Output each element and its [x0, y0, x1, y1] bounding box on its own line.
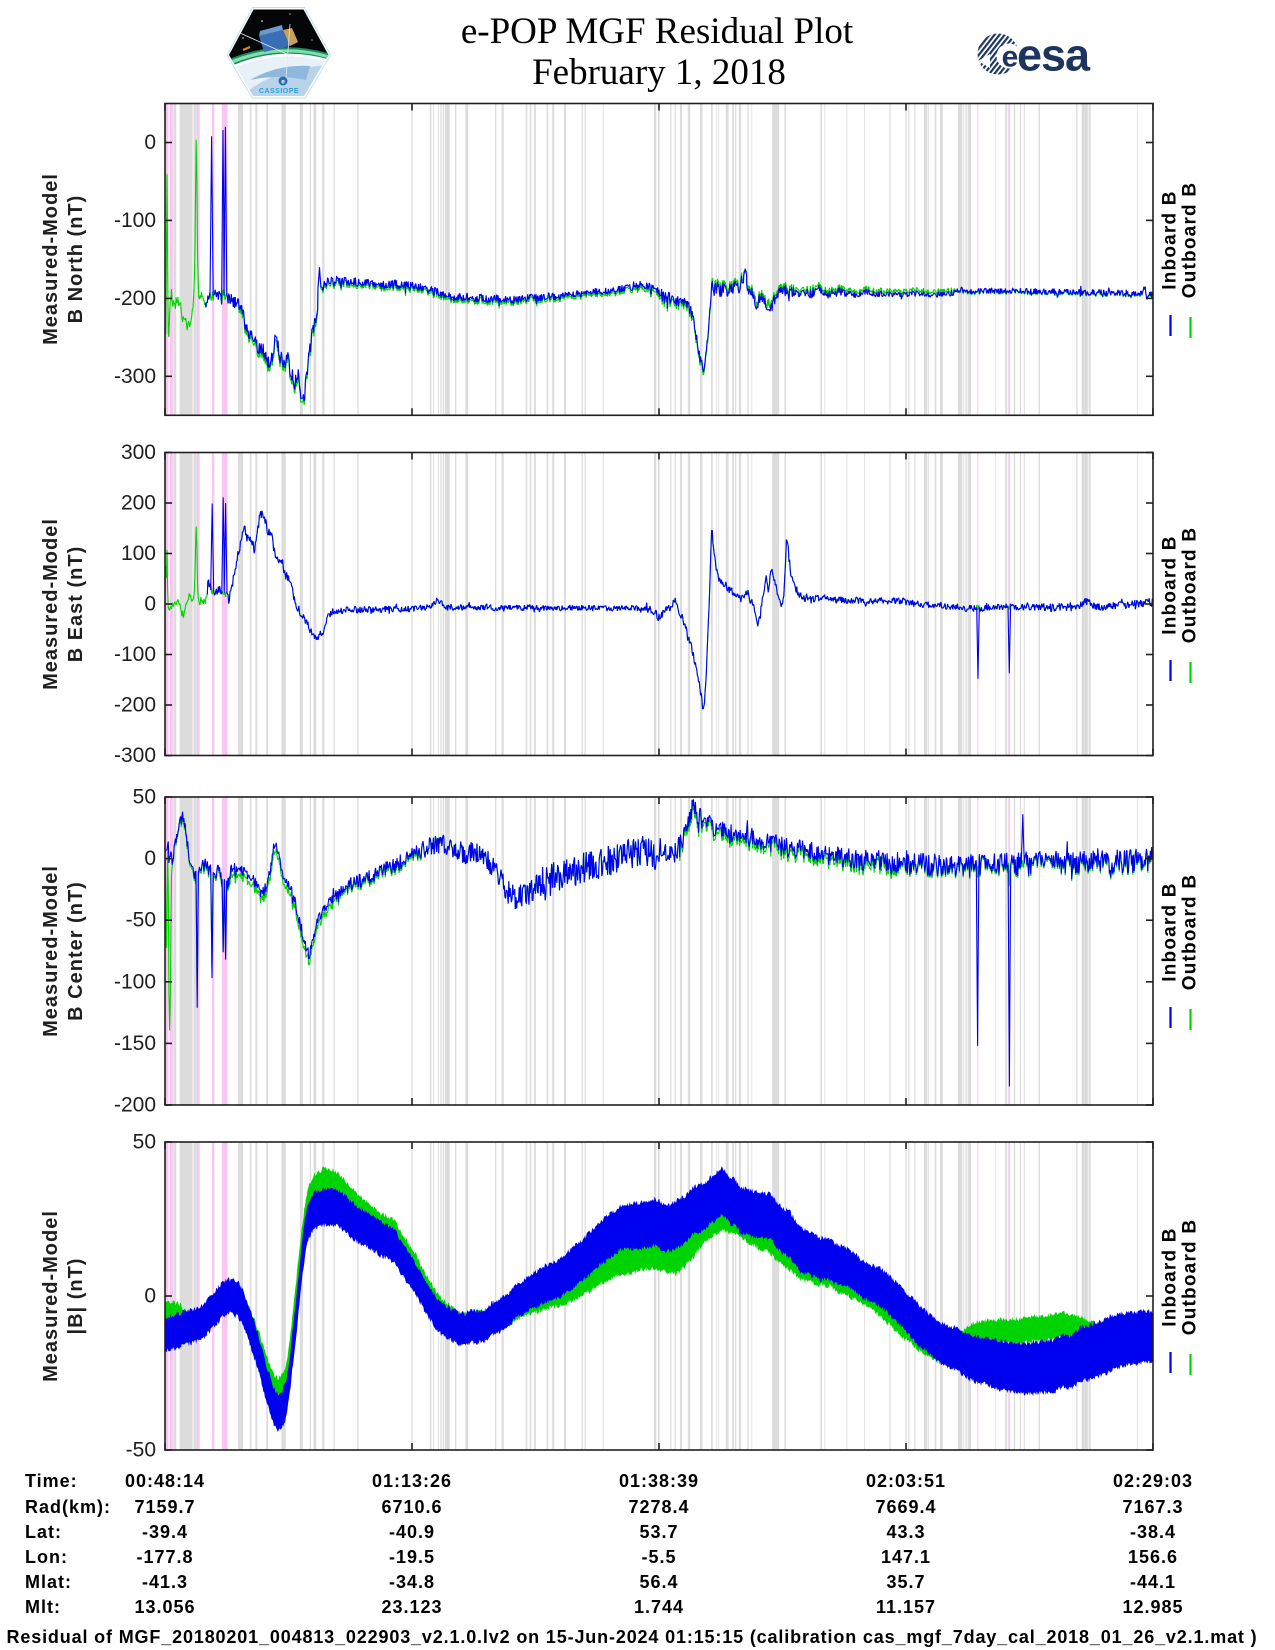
svg-text:-150: -150 — [114, 1032, 156, 1055]
svg-text:-40.9: -40.9 — [389, 1522, 435, 1542]
svg-text:-38.4: -38.4 — [1130, 1522, 1176, 1542]
svg-text:-200: -200 — [114, 694, 156, 717]
svg-text:-19.5: -19.5 — [389, 1547, 435, 1567]
svg-text:0: 0 — [144, 131, 156, 154]
svg-text:CASSIOPE: CASSIOPE — [259, 88, 299, 95]
svg-text:Outboard B: Outboard B — [1180, 182, 1201, 299]
svg-text:100: 100 — [121, 542, 156, 565]
svg-text:Inboard B: Inboard B — [1160, 190, 1181, 289]
svg-text:50: 50 — [133, 1131, 156, 1154]
svg-text:Residual of MGF_20180201_00481: Residual of MGF_20180201_004813_022903_v… — [7, 1627, 1258, 1647]
svg-text:-41.3: -41.3 — [142, 1572, 188, 1592]
svg-text:50: 50 — [133, 786, 156, 809]
svg-text:-200: -200 — [114, 1094, 156, 1117]
svg-text:-5.5: -5.5 — [641, 1547, 676, 1567]
svg-text:56.4: 56.4 — [639, 1572, 678, 1592]
svg-text:Mlt:: Mlt: — [25, 1597, 61, 1617]
svg-text:Lon:: Lon: — [25, 1547, 68, 1567]
svg-text:e: e — [281, 79, 285, 86]
svg-text:|B| (nT): |B| (nT) — [65, 1258, 87, 1335]
svg-text:02:03:51: 02:03:51 — [866, 1471, 946, 1491]
svg-text:Inboard B: Inboard B — [1160, 1227, 1181, 1326]
svg-text:B Center (nT): B Center (nT) — [65, 881, 87, 1021]
svg-text:13.056: 13.056 — [134, 1597, 195, 1617]
svg-text:-50: -50 — [126, 909, 156, 932]
svg-text:-50: -50 — [126, 1439, 156, 1462]
svg-text:02:29:03: 02:29:03 — [1113, 1471, 1193, 1491]
svg-text:Mlat:: Mlat: — [25, 1572, 72, 1592]
svg-text:-177.8: -177.8 — [136, 1547, 193, 1567]
svg-text:43.3: 43.3 — [886, 1522, 925, 1542]
svg-text:0: 0 — [144, 1285, 156, 1308]
svg-text:7159.7: 7159.7 — [134, 1497, 195, 1517]
svg-text:e: e — [1002, 41, 1019, 74]
svg-text:Rad(km):: Rad(km): — [25, 1497, 111, 1517]
svg-text:01:38:39: 01:38:39 — [619, 1471, 699, 1491]
svg-text:Measured-Model: Measured-Model — [40, 1210, 62, 1382]
svg-text:0: 0 — [144, 847, 156, 870]
svg-text:300: 300 — [121, 441, 156, 464]
svg-text:00:48:14: 00:48:14 — [125, 1471, 205, 1491]
svg-text:156.6: 156.6 — [1128, 1547, 1178, 1567]
svg-text:-34.8: -34.8 — [389, 1572, 435, 1592]
svg-text:-300: -300 — [114, 365, 156, 388]
svg-text:147.1: 147.1 — [881, 1547, 931, 1567]
svg-text:Lat:: Lat: — [25, 1522, 62, 1542]
svg-text:B East (nT): B East (nT) — [65, 546, 87, 663]
svg-text:Time:: Time: — [25, 1471, 78, 1491]
svg-text:Outboard B: Outboard B — [1180, 1219, 1201, 1336]
svg-text:12.985: 12.985 — [1122, 1597, 1183, 1617]
svg-text:-39.4: -39.4 — [142, 1522, 188, 1542]
svg-text:7167.3: 7167.3 — [1122, 1497, 1183, 1517]
svg-text:200: 200 — [121, 492, 156, 515]
svg-text:February 1, 2018: February 1, 2018 — [532, 52, 786, 93]
svg-text:esa: esa — [1017, 30, 1091, 81]
svg-text:Measured-Model: Measured-Model — [40, 865, 62, 1037]
svg-text:6710.6: 6710.6 — [381, 1497, 442, 1517]
svg-text:35.7: 35.7 — [886, 1572, 925, 1592]
svg-text:-44.1: -44.1 — [1130, 1572, 1176, 1592]
svg-text:B North (nT): B North (nT) — [65, 195, 87, 324]
svg-text:-100: -100 — [114, 643, 156, 666]
svg-text:Measured-Model: Measured-Model — [40, 518, 62, 690]
svg-text:7278.4: 7278.4 — [628, 1497, 689, 1517]
svg-text:01:13:26: 01:13:26 — [372, 1471, 452, 1491]
svg-text:Inboard B: Inboard B — [1160, 535, 1181, 634]
svg-text:23.123: 23.123 — [381, 1597, 442, 1617]
svg-text:1.744: 1.744 — [634, 1597, 684, 1617]
svg-text:7669.4: 7669.4 — [875, 1497, 936, 1517]
svg-text:53.7: 53.7 — [639, 1522, 678, 1542]
svg-text:Measured-Model: Measured-Model — [40, 173, 62, 345]
svg-text:-100: -100 — [114, 970, 156, 993]
svg-text:e-POP MGF Residual Plot: e-POP MGF Residual Plot — [461, 11, 854, 52]
svg-text:-300: -300 — [114, 744, 156, 767]
svg-text:11.157: 11.157 — [876, 1597, 936, 1617]
svg-text:-100: -100 — [114, 209, 156, 232]
svg-text:Inboard B: Inboard B — [1160, 882, 1181, 981]
svg-text:Outboard B: Outboard B — [1180, 527, 1201, 644]
svg-text:Outboard B: Outboard B — [1180, 874, 1201, 991]
svg-text:-200: -200 — [114, 287, 156, 310]
svg-text:0: 0 — [144, 593, 156, 616]
